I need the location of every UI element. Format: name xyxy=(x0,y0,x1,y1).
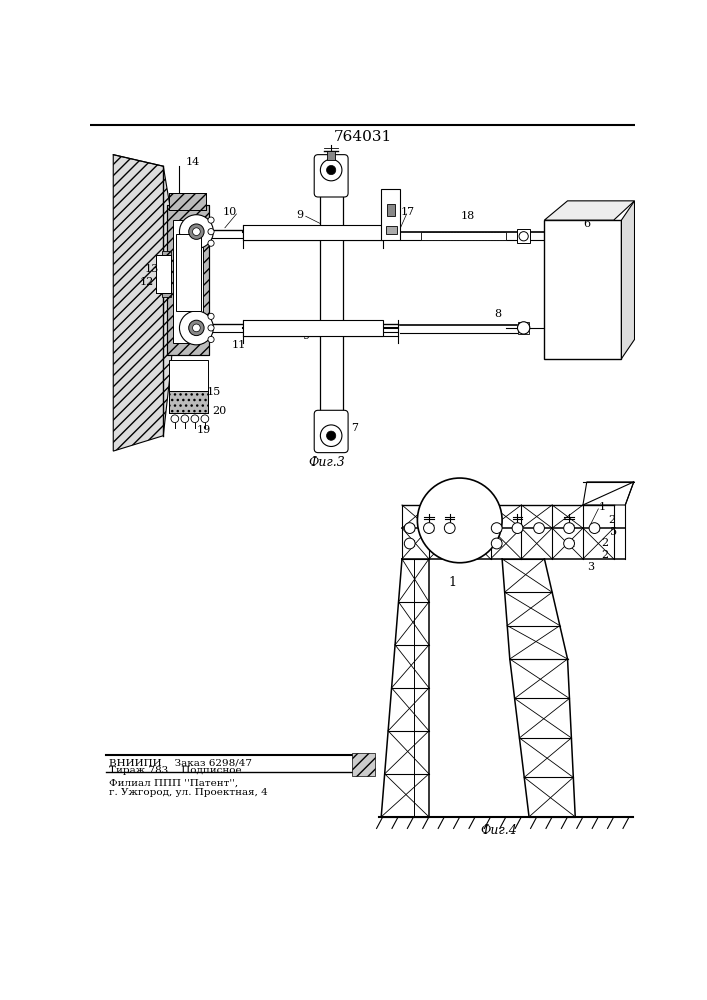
Text: ВНИИПИ    Заказ 6298/47: ВНИИПИ Заказ 6298/47 xyxy=(110,758,252,767)
Circle shape xyxy=(208,217,214,223)
Text: 1: 1 xyxy=(599,502,606,512)
Bar xyxy=(518,322,529,334)
Circle shape xyxy=(423,523,434,533)
Bar xyxy=(170,391,208,413)
Bar xyxy=(243,225,382,240)
Circle shape xyxy=(201,415,209,423)
Circle shape xyxy=(404,538,415,549)
Circle shape xyxy=(320,425,342,446)
Circle shape xyxy=(189,320,204,336)
Circle shape xyxy=(491,523,502,533)
Text: 20: 20 xyxy=(212,406,227,416)
Circle shape xyxy=(491,538,502,549)
Bar xyxy=(318,170,344,193)
Bar xyxy=(544,220,621,359)
Text: 3: 3 xyxy=(587,562,594,572)
Text: 9: 9 xyxy=(296,210,303,220)
Bar xyxy=(156,255,171,293)
Circle shape xyxy=(180,311,214,345)
Bar xyxy=(518,229,530,243)
Bar xyxy=(170,193,206,210)
Bar xyxy=(243,320,382,336)
Bar xyxy=(386,226,397,234)
Circle shape xyxy=(208,229,214,235)
Text: 2: 2 xyxy=(601,550,608,560)
Text: 8: 8 xyxy=(495,309,502,319)
Text: 764031: 764031 xyxy=(334,130,392,144)
Text: 18: 18 xyxy=(460,211,474,221)
Bar xyxy=(327,151,335,160)
Circle shape xyxy=(208,240,214,246)
Circle shape xyxy=(189,224,204,239)
Circle shape xyxy=(404,523,415,533)
Circle shape xyxy=(208,313,214,319)
Circle shape xyxy=(192,324,200,332)
Circle shape xyxy=(327,165,336,175)
Text: 7: 7 xyxy=(351,423,358,433)
Circle shape xyxy=(444,523,455,533)
Circle shape xyxy=(417,478,502,563)
Circle shape xyxy=(589,523,600,533)
Circle shape xyxy=(518,322,530,334)
Text: 10: 10 xyxy=(223,207,237,217)
Circle shape xyxy=(181,415,189,423)
Circle shape xyxy=(171,415,179,423)
Text: 12: 12 xyxy=(139,277,153,287)
Bar xyxy=(421,232,506,240)
Bar xyxy=(167,205,209,355)
Circle shape xyxy=(192,228,200,235)
Text: 9: 9 xyxy=(302,331,309,341)
Text: Филиал ППП ''Патент'',: Филиал ППП ''Патент'', xyxy=(110,778,238,787)
Polygon shape xyxy=(621,201,635,359)
Bar xyxy=(170,391,208,413)
Text: 11: 11 xyxy=(232,340,246,350)
Bar xyxy=(173,220,203,343)
Bar xyxy=(170,360,208,391)
Bar xyxy=(320,183,343,414)
Bar xyxy=(352,753,375,776)
Bar xyxy=(170,193,206,210)
Text: 17: 17 xyxy=(400,207,414,217)
Text: Фиг.3: Фиг.3 xyxy=(308,456,345,469)
Circle shape xyxy=(534,523,544,533)
Circle shape xyxy=(191,415,199,423)
Text: Фиг.4: Фиг.4 xyxy=(480,824,517,837)
Text: 2: 2 xyxy=(609,515,616,525)
Circle shape xyxy=(512,523,523,533)
Text: г. Ужгород, ул. Проектная, 4: г. Ужгород, ул. Проектная, 4 xyxy=(110,788,268,797)
Bar xyxy=(387,204,395,216)
Text: 13: 13 xyxy=(145,264,159,274)
Text: 5: 5 xyxy=(610,527,617,537)
Circle shape xyxy=(208,325,214,331)
Bar xyxy=(156,255,171,293)
Polygon shape xyxy=(544,201,635,220)
Circle shape xyxy=(327,431,336,440)
Polygon shape xyxy=(113,155,179,451)
Bar xyxy=(318,413,344,436)
Bar xyxy=(167,205,209,355)
Text: 14: 14 xyxy=(185,157,199,167)
Text: 1: 1 xyxy=(448,576,456,588)
Circle shape xyxy=(320,159,342,181)
Text: 19: 19 xyxy=(197,425,211,435)
FancyBboxPatch shape xyxy=(314,155,348,197)
Bar xyxy=(381,189,400,240)
Circle shape xyxy=(519,232,528,241)
Text: 6: 6 xyxy=(583,219,590,229)
Circle shape xyxy=(563,523,575,533)
Text: 2: 2 xyxy=(601,538,608,548)
Bar xyxy=(176,234,201,311)
Text: Тираж 783    Подписное: Тираж 783 Подписное xyxy=(110,766,242,775)
Circle shape xyxy=(180,215,214,249)
Polygon shape xyxy=(583,482,633,505)
Circle shape xyxy=(208,336,214,343)
Bar xyxy=(162,251,171,297)
Circle shape xyxy=(563,538,575,549)
Text: 15: 15 xyxy=(206,387,221,397)
FancyBboxPatch shape xyxy=(314,410,348,453)
